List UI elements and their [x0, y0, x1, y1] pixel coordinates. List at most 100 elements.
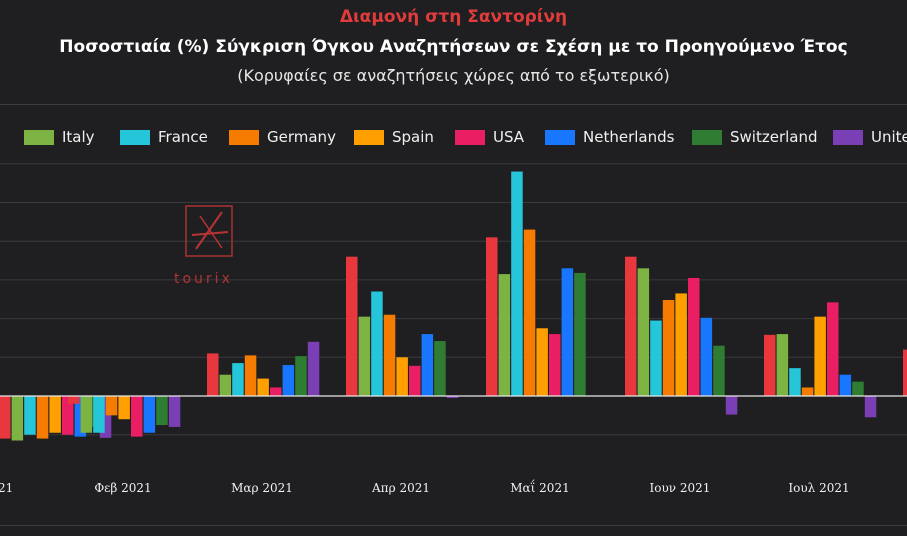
bar-france-3[interactable]: [371, 291, 383, 396]
bar-next-month-partial[interactable]: [903, 349, 907, 396]
bar-france-1[interactable]: [93, 396, 105, 433]
x-tick-label: Ιουν 2021: [650, 481, 711, 495]
bar-germany-6[interactable]: [801, 387, 814, 396]
bar-italy-5[interactable]: [637, 268, 650, 396]
legend-swatch: [24, 129, 54, 145]
bar-netherlands-2[interactable]: [282, 365, 295, 396]
legend-swatch: [545, 129, 575, 145]
bar-spain-0[interactable]: [49, 396, 61, 433]
legend-label: Germany: [267, 128, 336, 146]
legend-label: USA: [493, 128, 525, 146]
bar-netherlands-4[interactable]: [561, 268, 574, 396]
bar-united-kingdom-3[interactable]: [446, 396, 459, 398]
bar-series-0-3[interactable]: [346, 256, 358, 396]
bar-spain-2[interactable]: [257, 378, 269, 396]
x-tick-label: Φεβ 2021: [94, 481, 151, 495]
bar-germany-1[interactable]: [105, 396, 118, 416]
bar-italy-6[interactable]: [776, 334, 789, 396]
bar-germany-4[interactable]: [523, 229, 536, 396]
bar-netherlands-6[interactable]: [839, 374, 852, 396]
bar-usa-3[interactable]: [409, 365, 421, 396]
bar-united-kingdom-0[interactable]: [99, 396, 112, 438]
x-tick-labels: 21 Φεβ 2021 Μαρ 2021 Απρ 2021 Μαΐ 2021 Ιουν 2…: [0, 478, 850, 495]
legend-item-germany[interactable]: Germany: [229, 128, 336, 146]
bar-italy-2[interactable]: [219, 374, 232, 396]
legend-swatch: [455, 129, 485, 145]
legend-swatch: [692, 129, 722, 145]
x-tick-label: Μαΐ 2021: [510, 478, 569, 495]
x-tick-label: Ιουλ 2021: [788, 481, 849, 495]
bar-france-6[interactable]: [789, 368, 801, 396]
bar-spain-1[interactable]: [118, 396, 130, 420]
bar-switzerland-2[interactable]: [295, 356, 307, 396]
bar-usa-4[interactable]: [549, 334, 561, 396]
tourix-logo-watermark: tourix: [174, 205, 233, 287]
bar-spain-4[interactable]: [536, 328, 548, 396]
legend-label: Switzerland: [730, 128, 818, 146]
bar-usa-5[interactable]: [688, 277, 700, 396]
bar-italy-4[interactable]: [498, 274, 511, 396]
bar-spain-3[interactable]: [396, 357, 408, 396]
legend-item-italy[interactable]: Italy: [24, 128, 95, 146]
bar-series-0-4[interactable]: [486, 237, 498, 396]
bar-france-4[interactable]: [511, 171, 523, 396]
legend-item-spain[interactable]: Spain: [354, 128, 434, 146]
bar-spain-5[interactable]: [675, 293, 687, 396]
bar-switzerland-0[interactable]: [87, 396, 99, 427]
bar-switzerland-6[interactable]: [852, 381, 864, 396]
legend-label: France: [158, 128, 208, 146]
legend-item-netherlands[interactable]: Netherlands: [545, 128, 674, 146]
chart-title-red: Διαμονή στη Σαντορίνη: [339, 7, 568, 27]
bar-series-0-6[interactable]: [764, 334, 776, 396]
bar-italy-3[interactable]: [358, 316, 371, 396]
legend-item-france[interactable]: France: [120, 128, 208, 146]
bar-united-kingdom-2[interactable]: [307, 341, 320, 396]
bar-series-0-5[interactable]: [625, 256, 637, 396]
x-tick-label: 21: [0, 481, 13, 495]
bar-series-0-2[interactable]: [207, 353, 219, 396]
bar-spain-6[interactable]: [814, 316, 826, 396]
bar-france-0[interactable]: [24, 396, 36, 435]
bar-netherlands-5[interactable]: [700, 317, 713, 396]
bar-switzerland-3[interactable]: [434, 341, 446, 396]
bar-germany-5[interactable]: [662, 300, 675, 396]
bar-italy-0[interactable]: [11, 396, 24, 441]
bar-series-0-1[interactable]: [68, 396, 80, 404]
bar-united-kingdom-1[interactable]: [168, 396, 181, 427]
bar-france-2[interactable]: [232, 363, 244, 396]
bar-usa-2[interactable]: [270, 387, 282, 396]
bar-france-5[interactable]: [650, 320, 662, 396]
footer-divider: [0, 525, 907, 526]
bar-switzerland-5[interactable]: [713, 345, 725, 396]
legend-swatch: [229, 129, 259, 145]
bar-united-kingdom-5[interactable]: [725, 396, 738, 415]
bar-switzerland-4[interactable]: [574, 272, 586, 396]
bar-switzerland-1[interactable]: [156, 396, 168, 426]
bar-germany-3[interactable]: [383, 314, 396, 396]
legend-swatch: [833, 129, 863, 145]
bar-usa-0[interactable]: [62, 396, 74, 435]
bar-netherlands-1[interactable]: [143, 396, 156, 433]
legend-label: Italy: [62, 128, 95, 146]
bar-germany-2[interactable]: [244, 355, 257, 396]
bar-series-0-0[interactable]: [0, 396, 11, 439]
bar-italy-1[interactable]: [80, 396, 93, 433]
logo-frame: [185, 205, 233, 257]
bar-usa-6[interactable]: [827, 302, 839, 396]
chart-title: Ποσοστιαία (%) Σύγκριση Όγκου Αναζητήσεω…: [59, 37, 848, 57]
bars-layer: [0, 171, 907, 441]
legend-item-usa[interactable]: USA: [455, 128, 524, 146]
legend-item-switzerland[interactable]: Switzerland: [692, 128, 818, 146]
logo-stroke-3: [199, 215, 223, 249]
legend-item-united-kingdom[interactable]: United Kingdom: [833, 128, 907, 146]
logo-stroke-1: [195, 211, 223, 250]
chart-legend: Italy France Germany Spain USA Netherlands Swi…: [0, 128, 907, 152]
bar-united-kingdom-6[interactable]: [864, 396, 877, 418]
bar-netherlands-3[interactable]: [421, 334, 434, 396]
bar-netherlands-0[interactable]: [74, 396, 87, 437]
x-tick-label: Μαρ 2021: [231, 481, 293, 495]
bar-usa-1[interactable]: [131, 396, 143, 437]
chart-subtitle: (Κορυφαίες σε αναζητήσεις χώρες από το ε…: [237, 66, 670, 85]
bar-germany-0[interactable]: [36, 396, 49, 439]
